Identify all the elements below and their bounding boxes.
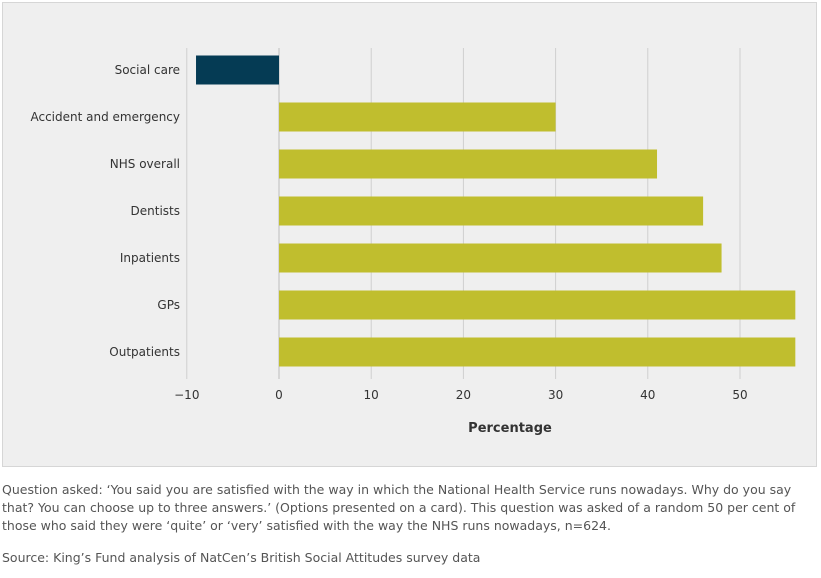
category-label-0: Social care [115,63,180,77]
category-label-2: NHS overall [110,157,180,171]
bar-4 [279,243,722,273]
category-label-5: GPs [157,298,180,312]
question-note: Question asked: ‘You said you are satisf… [2,482,796,533]
category-labels: Social care Accident and emergency NHS ove… [30,63,180,359]
category-label-4: Inpatients [120,251,180,265]
x-tick-label-4: 30 [548,388,563,402]
category-label-6: Outpatients [109,345,180,359]
x-tick-label-3: 20 [456,388,471,402]
x-tick-label-0: −10 [174,388,199,402]
bar-0 [196,55,279,85]
bars [196,55,796,367]
x-tick-label-2: 10 [364,388,379,402]
x-tick-label-5: 40 [640,388,655,402]
bar-5 [279,290,796,320]
x-tick-labels: −10 0 10 20 30 40 50 [174,388,748,402]
x-tick-label-1: 0 [275,388,283,402]
chart-panel: Social care Accident and emergency NHS ove… [2,2,817,467]
bar-3 [279,196,704,226]
x-axis-title: Percentage [468,421,552,436]
bar-6 [279,337,796,367]
category-label-1: Accident and emergency [30,110,180,124]
bar-2 [279,149,658,179]
category-label-3: Dentists [131,204,180,218]
bar-chart: Social care Accident and emergency NHS ove… [30,48,796,436]
bar-1 [279,102,556,132]
source-note: Source: King’s Fund analysis of NatCen’s… [2,550,481,565]
x-tick-label-6: 50 [732,388,747,402]
chart-caption: Question asked: ‘You said you are satisf… [2,481,817,567]
